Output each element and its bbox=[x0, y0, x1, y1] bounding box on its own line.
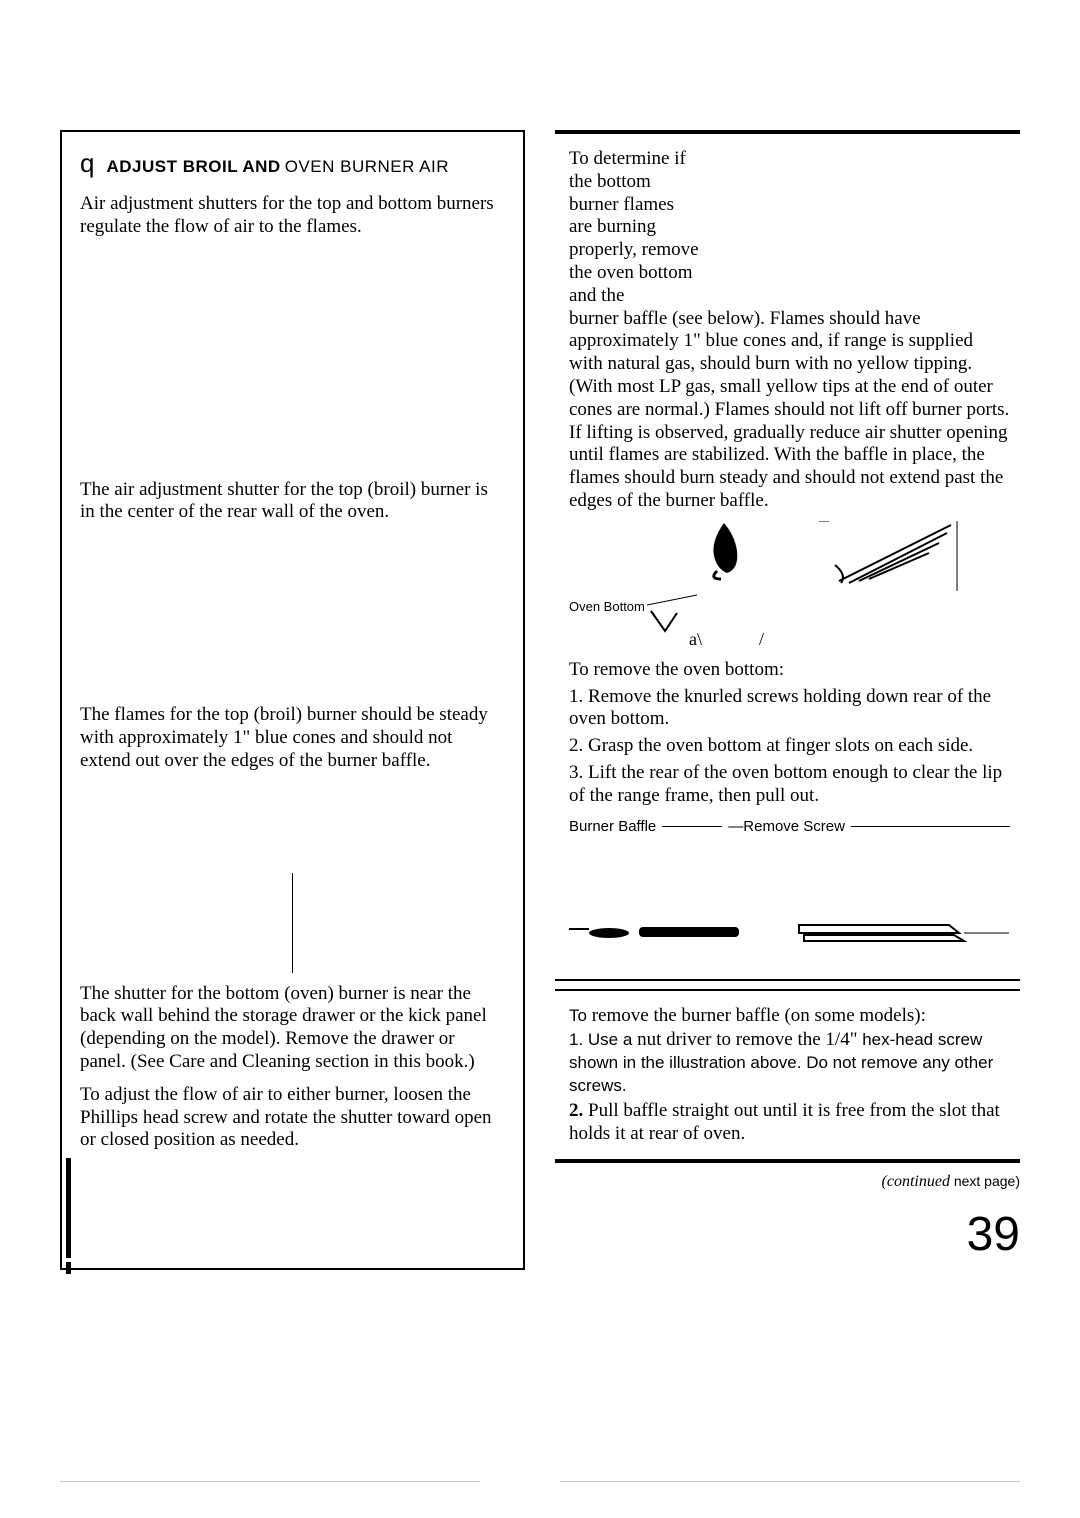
s2b: Pull baffle straight out until it is fre… bbox=[569, 1100, 1000, 1144]
flame-icon bbox=[699, 521, 749, 581]
divider-line bbox=[292, 873, 293, 973]
q-letter: q bbox=[80, 148, 94, 179]
left-p4: The shutter for the bottom (oven) burner… bbox=[80, 983, 505, 1074]
continued-italic: (continued bbox=[882, 1173, 950, 1190]
a-backslash: a\ bbox=[689, 629, 702, 650]
step-2: 2. Grasp the oven bottom at finger slots… bbox=[569, 735, 1010, 758]
burner-baffle-line: Burner Baffle —Remove Screw bbox=[569, 818, 1010, 835]
left-p2: The air adjustment shutter for the top (… bbox=[80, 479, 505, 525]
oven-bottom-label: Oven Bottom bbox=[569, 599, 645, 614]
step-3: 3. Lift the rear of the oven bottom enou… bbox=[569, 762, 1010, 808]
page-number: 39 bbox=[555, 1207, 1020, 1262]
remove-head: To remove the oven bottom: bbox=[569, 659, 1010, 682]
remove-screw-label: —Remove Screw bbox=[728, 818, 845, 835]
baffle-remove-head: To remove the burner baffle (on some mod… bbox=[569, 1005, 1010, 1028]
s1a: 1. Use a bbox=[569, 1030, 632, 1049]
step-1: 1. Remove the knurled screws holding dow… bbox=[569, 686, 1010, 732]
left-box: q ADJUST BROIL AND OVEN BURNER AIR Air a… bbox=[60, 130, 525, 1270]
left-p1: Air adjustment shutters for the top and … bbox=[80, 193, 505, 239]
left-p5: To adjust the flow of air to either burn… bbox=[80, 1084, 505, 1152]
baffle-step-2: 2. Pull baffle straight out until it is … bbox=[569, 1100, 1010, 1146]
left-edge-mark-2 bbox=[66, 1262, 71, 1274]
left-edge-mark bbox=[66, 1158, 71, 1258]
s2a: 2. bbox=[569, 1100, 583, 1121]
baffle-shapes-icon bbox=[569, 905, 1009, 955]
right-main: burner baffle (see below). Flames should… bbox=[569, 308, 1010, 513]
right-top-box: To determine if the bottom burner flames… bbox=[555, 130, 1020, 981]
head-regular: OVEN BURNER AIR bbox=[285, 157, 449, 176]
right-bottom-box: To remove the burner baffle (on some mod… bbox=[555, 989, 1020, 1164]
head-bold: ADJUST BROIL AND bbox=[106, 157, 280, 176]
hatch-icon bbox=[819, 521, 959, 591]
to-span: To bbox=[569, 1006, 587, 1025]
head-text: ADJUST BROIL AND OVEN BURNER AIR bbox=[106, 157, 449, 177]
baffle-step-1: 1. Use a nut driver to remove the 1/4" h… bbox=[569, 1029, 1010, 1097]
left-p3: The flames for the top (broil) burner sh… bbox=[80, 704, 505, 772]
bottom-rule-left bbox=[60, 1481, 480, 1482]
burner-baffle-label: Burner Baffle bbox=[569, 818, 656, 835]
s1b: nut driver to remove the 1/4" bbox=[637, 1029, 857, 1050]
section-head: q ADJUST BROIL AND OVEN BURNER AIR bbox=[80, 148, 505, 179]
connector-icon bbox=[647, 593, 717, 633]
baffle-diagram bbox=[569, 845, 1010, 955]
slash: / bbox=[759, 629, 764, 650]
continued-text: (continued next page) bbox=[555, 1173, 1020, 1191]
right-intro: To determine if the bottom burner flames… bbox=[569, 148, 699, 308]
oven-diagram: Oven Bottom a\ / bbox=[569, 521, 1010, 651]
bottom-rule-right bbox=[560, 1481, 1020, 1482]
baffle-remove-text: remove the burner baffle (on some models… bbox=[592, 1005, 926, 1026]
continued-tail: next page) bbox=[950, 1173, 1020, 1189]
